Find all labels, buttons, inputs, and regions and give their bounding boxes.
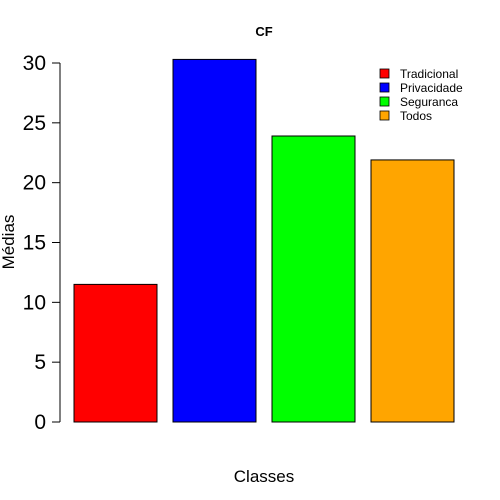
x-axis-label: Classes: [234, 467, 294, 486]
y-tick-label: 5: [34, 351, 46, 374]
y-tick-label: 30: [23, 52, 46, 75]
bars-group: [73, 58, 455, 423]
legend-swatch-seguranca: [379, 96, 390, 107]
y-axis-label: Médias: [0, 215, 18, 270]
y-tick-label: 0: [34, 411, 46, 434]
bar-tradicional: [73, 283, 158, 423]
y-tick-label: 25: [23, 112, 46, 135]
chart-title: CF: [255, 24, 272, 39]
legend-label-todos: Todos: [400, 109, 432, 123]
bar-privacidade: [172, 58, 257, 423]
y-tick-label: 15: [23, 232, 46, 255]
legend-label-privacidade: Privacidade: [400, 81, 463, 95]
legend-swatch-privacidade: [379, 82, 390, 93]
y-tick-label: 20: [23, 172, 46, 195]
bar-seguranca: [271, 135, 356, 423]
bar-todos: [370, 159, 455, 423]
y-axis: 0 5 10 15 20 25 30: [23, 52, 61, 434]
legend-label-tradicional: Tradicional: [400, 67, 458, 81]
legend-swatch-todos: [379, 110, 390, 121]
legend-label-seguranca: Seguranca: [400, 95, 458, 109]
legend-swatch-tradicional: [379, 68, 390, 79]
y-tick-label: 10: [23, 291, 46, 314]
